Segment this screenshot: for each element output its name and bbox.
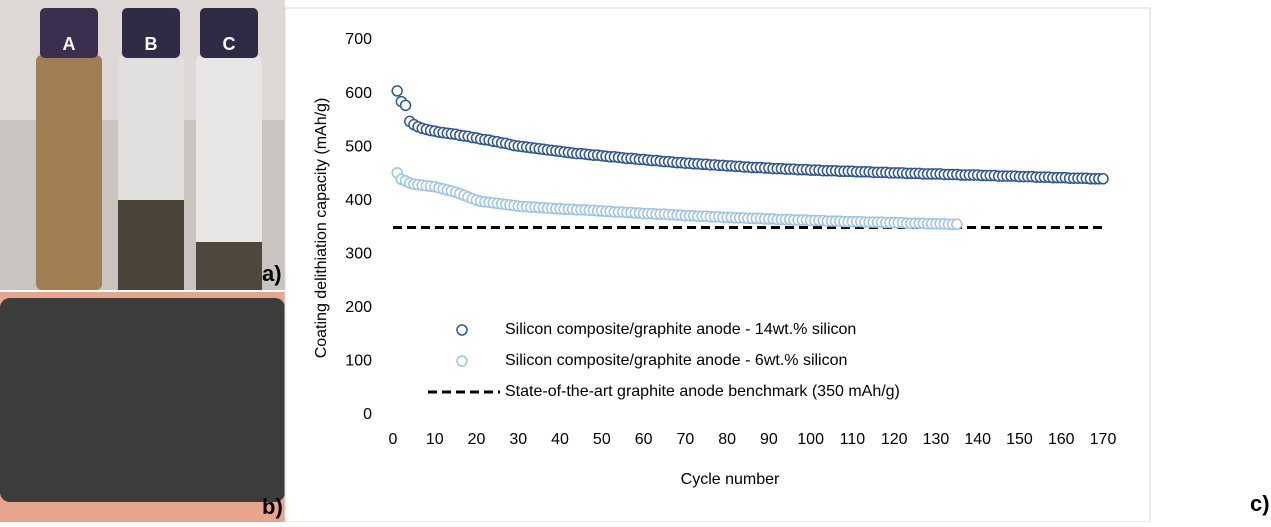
vial-label: C (223, 34, 236, 54)
x-tick-label: 110 (840, 431, 866, 448)
x-tick-label: 140 (964, 431, 991, 448)
y-tick-label: 200 (345, 299, 372, 316)
x-tick-label: 40 (551, 431, 569, 448)
data-point (391, 85, 403, 97)
x-tick-label: 170 (1090, 431, 1117, 448)
y-tick-label: 500 (345, 138, 372, 155)
y-tick-label: 600 (345, 85, 372, 102)
vial-c (196, 8, 262, 290)
y-tick-label: 700 (345, 31, 372, 48)
x-tick-label: 90 (760, 431, 778, 448)
data-point (1097, 173, 1109, 185)
x-tick-label: 0 (389, 431, 398, 448)
x-tick-label: 130 (923, 431, 950, 448)
y-axis-label: Coating delithiation capacity (mAh/g) (313, 98, 330, 359)
data-point (951, 218, 963, 231)
vial-label: B (145, 34, 158, 54)
legend-marker (456, 355, 468, 367)
coating (0, 298, 285, 502)
legend-label: Silicon composite/graphite anode - 14wt.… (505, 321, 856, 338)
x-axis-label: Cycle number (681, 471, 780, 488)
legend-label: State-of-the-art graphite anode benchmar… (505, 383, 900, 400)
legend-label: Silicon composite/graphite anode - 6wt.%… (505, 352, 847, 369)
legend-marker (456, 324, 468, 336)
y-tick-label: 0 (363, 406, 372, 423)
x-tick-label: 150 (1006, 431, 1033, 448)
x-tick-label: 50 (593, 431, 611, 448)
y-tick-label: 300 (345, 246, 372, 263)
panel-label: b) (262, 494, 283, 519)
y-tick-label: 100 (345, 353, 372, 370)
data-point (399, 99, 412, 112)
x-tick-label: 80 (718, 431, 736, 448)
x-tick-label: 70 (676, 431, 694, 448)
x-tick-label: 120 (881, 431, 908, 448)
vial-b (118, 8, 184, 290)
x-tick-label: 30 (509, 431, 527, 448)
vial-a (36, 8, 102, 290)
y-tick-label: 400 (345, 192, 372, 209)
x-tick-label: 60 (635, 431, 653, 448)
x-tick-label: 100 (797, 431, 824, 448)
x-tick-label: 10 (426, 431, 444, 448)
x-tick-label: 20 (468, 431, 486, 448)
panel-label: c) (1250, 491, 1270, 516)
x-tick-label: 160 (1048, 431, 1075, 448)
panel-label: a) (262, 261, 282, 286)
vial-label: A (63, 34, 76, 54)
